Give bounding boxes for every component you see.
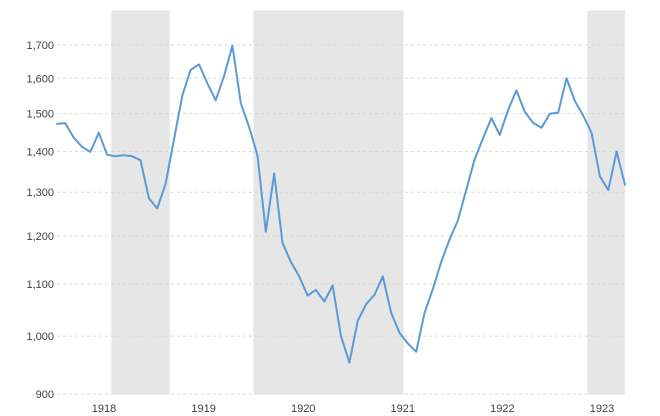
y-axis-tick-label: 1,400: [26, 147, 54, 159]
x-axis-tick-label: 1919: [191, 403, 215, 415]
x-axis-tick-label: 1918: [92, 403, 116, 415]
price-line: [56, 44, 626, 364]
y-axis-tick-label: 1,600: [26, 73, 54, 85]
x-axis-tick-label: 1920: [291, 403, 315, 415]
recession-band: [253, 10, 404, 395]
y-axis-tick-label: 1,000: [26, 331, 54, 343]
y-axis-tick-label: 1,700: [26, 40, 54, 52]
recession-band: [111, 10, 170, 395]
recession-band: [587, 10, 625, 395]
y-axis-tick-label: 900: [36, 389, 54, 401]
x-axis-tick-label: 1922: [490, 403, 514, 415]
x-axis-tick-label: 1923: [590, 403, 614, 415]
y-axis-tick-label: 1,500: [26, 109, 54, 121]
x-axis-tick-label: 1921: [391, 403, 415, 415]
y-axis-tick-label: 1,200: [26, 231, 54, 243]
y-axis-tick-label: 1,100: [26, 279, 54, 291]
y-axis-tick-label: 1,300: [26, 187, 54, 199]
